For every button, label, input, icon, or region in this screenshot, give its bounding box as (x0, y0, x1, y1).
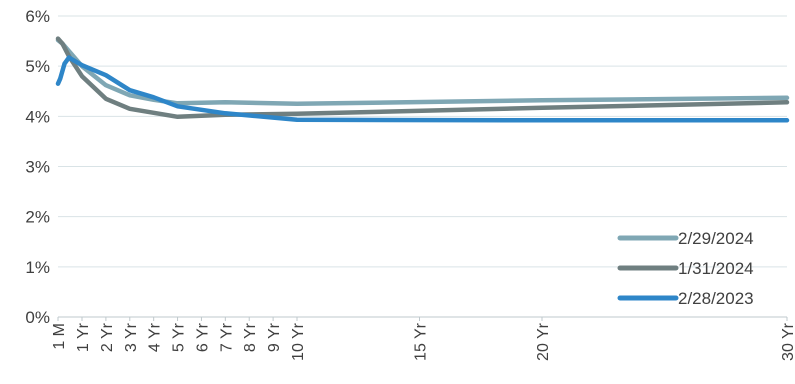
y-tick-label: 4% (25, 107, 50, 126)
y-tick-label: 1% (25, 258, 50, 277)
legend-label-2: 1/31/2024 (678, 259, 754, 278)
x-tick-label: 8 Yr (242, 322, 259, 352)
legend-label-1: 2/29/2024 (678, 229, 754, 248)
x-tick-label: 30 Yr (780, 322, 795, 361)
x-tick-label: 4 Yr (147, 322, 164, 352)
series-lines (55, 36, 790, 123)
axes: 0% 1% 2% 3% 4% 5% 6% 1 M 1 Yr 2 Yr 3 Yr 4 Yr 5 Yr 6 Y… (25, 7, 795, 361)
x-tick-label: 6 Yr (194, 322, 211, 352)
y-tick-label: 0% (25, 308, 50, 327)
x-tick-label: 10 Yr (290, 322, 307, 361)
y-tick-label: 5% (25, 57, 50, 76)
y-tick-label: 6% (25, 7, 50, 26)
series-line-1 (55, 37, 790, 107)
x-tick-label: 1 Yr (75, 322, 92, 352)
x-tick-label: 2 Yr (99, 322, 116, 352)
x-tick-label: 1 M (51, 323, 68, 350)
x-tick-label: 3 Yr (123, 322, 140, 352)
x-tick-label: 20 Yr (535, 322, 552, 361)
series-line-3 (55, 55, 790, 123)
y-tick-label: 2% (25, 208, 50, 227)
y-tick-label: 3% (25, 158, 50, 177)
x-tick-label: 9 Yr (266, 322, 283, 352)
x-tick-label: 15 Yr (413, 322, 430, 361)
legend: 2/29/2024 1/31/2024 2/28/2023 (617, 229, 754, 308)
x-tick-label: 5 Yr (171, 322, 188, 352)
x-tick-label: 7 Yr (218, 322, 235, 352)
legend-label-3: 2/28/2023 (678, 289, 754, 308)
series-line-2 (55, 36, 790, 120)
